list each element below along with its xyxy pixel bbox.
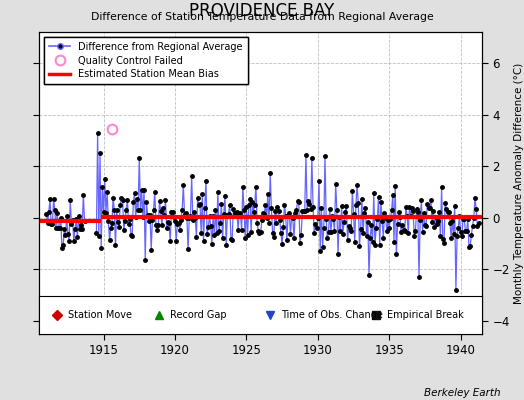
Text: Station Move: Station Move (68, 310, 132, 320)
Text: Difference of Station Temperature Data from Regional Average: Difference of Station Temperature Data f… (91, 12, 433, 22)
Legend: Difference from Regional Average, Quality Control Failed, Estimated Station Mean: Difference from Regional Average, Qualit… (44, 37, 247, 84)
Text: Empirical Break: Empirical Break (387, 310, 464, 320)
Text: Time of Obs. Change: Time of Obs. Change (281, 310, 383, 320)
Text: Record Gap: Record Gap (170, 310, 226, 320)
Y-axis label: Monthly Temperature Anomaly Difference (°C): Monthly Temperature Anomaly Difference (… (514, 62, 524, 304)
Text: Berkeley Earth: Berkeley Earth (424, 388, 500, 398)
Text: PROVIDENCE BAY: PROVIDENCE BAY (189, 2, 335, 20)
